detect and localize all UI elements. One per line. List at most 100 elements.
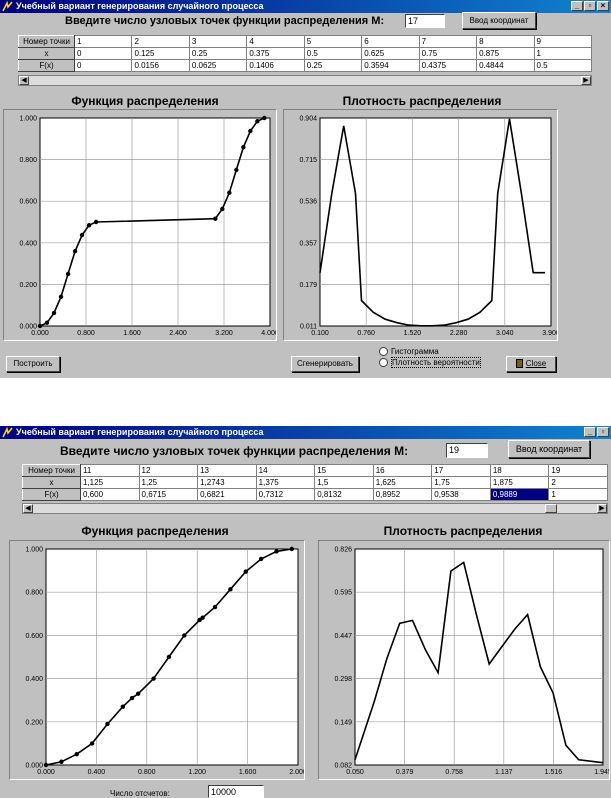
table-cell[interactable]: 0.3594 xyxy=(361,59,420,72)
table-cell[interactable]: 0 xyxy=(73,47,133,60)
y-tick-label: 0.800 xyxy=(25,590,43,597)
table-cell[interactable]: 0.0625 xyxy=(188,59,248,72)
y-tick-label: 0.357 xyxy=(299,240,317,247)
table-cell[interactable]: 1 xyxy=(548,488,608,501)
data-point xyxy=(241,145,246,150)
table-col-header: 11 xyxy=(80,464,140,477)
radio-circle xyxy=(379,358,388,368)
table-cell[interactable]: 1 xyxy=(533,47,592,60)
table-row-header: x xyxy=(22,476,81,489)
y-tick-label: 0.400 xyxy=(19,240,37,247)
samples-input[interactable]: 10000 xyxy=(208,785,264,798)
window-2-titlebar[interactable]: Учебный вариант генерирования случайного… xyxy=(0,426,611,439)
table-cell[interactable]: 0,6715 xyxy=(138,488,199,501)
radio-density[interactable]: Плотность вероятности xyxy=(379,357,481,368)
points-input[interactable]: 17 xyxy=(405,14,445,28)
table-cell[interactable]: 0,8132 xyxy=(314,488,374,501)
window-1-titlebar[interactable]: Учебный вариант генерирования случайного… xyxy=(0,0,611,13)
coords-button[interactable]: Ввод координат xyxy=(508,440,590,458)
table-cell[interactable]: 0.4375 xyxy=(418,59,478,72)
y-tick-label: 0.447 xyxy=(334,633,352,640)
table-col-header: 14 xyxy=(255,464,316,477)
generate-button[interactable]: Сгенерировать xyxy=(291,356,359,372)
table-cell[interactable]: 0 xyxy=(73,59,133,72)
table-cell[interactable]: 0.25 xyxy=(188,47,248,60)
minimize-icon[interactable]: _ xyxy=(571,1,583,11)
table-cell[interactable]: 0.75 xyxy=(418,47,478,60)
series-line xyxy=(354,561,604,764)
app-icon xyxy=(2,427,13,438)
data-point xyxy=(86,223,92,228)
data-point xyxy=(213,216,218,221)
minimize-icon[interactable]: _ xyxy=(584,427,596,437)
table-cell[interactable]: 1,125 xyxy=(80,476,140,489)
table-cell[interactable]: 0.5 xyxy=(303,47,363,60)
table-cell[interactable]: 1,25 xyxy=(138,476,199,489)
x-tick-label: 1.600 xyxy=(239,769,257,776)
table-col-header: 15 xyxy=(314,464,374,477)
table-cell[interactable]: 0.875 xyxy=(476,47,535,60)
table-cell[interactable]: 0.125 xyxy=(131,47,190,60)
window-2: Учебный вариант генерирования случайного… xyxy=(0,426,611,798)
table-cell[interactable]: 0,600 xyxy=(80,488,140,501)
table-cell[interactable]: 1,375 xyxy=(255,476,316,489)
table-cell[interactable]: 0,8952 xyxy=(372,488,433,501)
points-input[interactable]: 19 xyxy=(446,443,488,458)
x-tick-label: 0.758 xyxy=(445,769,463,776)
table-cell[interactable]: 0.1406 xyxy=(246,59,305,72)
maximize-icon[interactable]: ▫ xyxy=(584,1,596,11)
coords-button[interactable]: Ввод координат xyxy=(462,12,536,29)
x-tick-label: 0.800 xyxy=(77,330,95,337)
data-point xyxy=(262,115,267,121)
table-cell[interactable]: 1,875 xyxy=(489,476,550,489)
data-point xyxy=(105,721,110,727)
scroll-right-icon[interactable]: ▶ xyxy=(597,504,607,513)
y-tick-label: 0.595 xyxy=(334,590,352,597)
scroll-left-icon[interactable]: ◀ xyxy=(19,76,29,85)
y-tick-label: 0.011 xyxy=(300,324,317,331)
table-cell[interactable]: 0.4844 xyxy=(476,59,535,72)
y-tick-label: 0.000 xyxy=(19,324,37,331)
table-cell[interactable]: 0,7312 xyxy=(255,488,316,501)
data-point xyxy=(37,323,43,329)
table-cell[interactable]: 0.625 xyxy=(361,47,420,60)
x-tick-label: 1.200 xyxy=(188,769,206,776)
close-button[interactable]: Close xyxy=(506,356,556,372)
table-col-header: 19 xyxy=(548,464,608,477)
maximize-icon[interactable]: ▫ xyxy=(597,427,609,437)
table-cell[interactable]: 1,75 xyxy=(431,476,491,489)
table-cell[interactable]: 0.375 xyxy=(246,47,305,60)
data-point xyxy=(79,232,85,238)
table-scrollbar[interactable]: ◀ ▶ xyxy=(22,503,608,514)
table-col-header: 9 xyxy=(533,35,592,48)
close-icon[interactable]: × xyxy=(597,1,609,11)
table-corner-header: Номер точки xyxy=(18,35,75,48)
cdf-chart: 0.000 0.800 1.600 2.400 3.200 4.000 0.000 0.200… xyxy=(19,115,278,338)
x-tick-label: 1.600 xyxy=(123,330,141,337)
table-col-header: 17 xyxy=(431,464,491,477)
table-cell[interactable]: 1,2743 xyxy=(197,476,257,489)
table-cell[interactable]: 0.25 xyxy=(303,59,363,72)
scroll-left-icon[interactable]: ◀ xyxy=(23,504,33,513)
data-point xyxy=(289,546,295,552)
table-cell[interactable]: 0.5 xyxy=(533,59,592,72)
table-cell[interactable]: 0,9538 xyxy=(431,488,491,501)
x-tick-label: 1.137 xyxy=(495,769,513,776)
table-cell[interactable]: 0,9889 xyxy=(489,488,550,501)
x-tick-label: 2.400 xyxy=(169,330,187,337)
radio-histogram[interactable]: Гистограмма xyxy=(379,347,439,357)
radio-circle xyxy=(379,347,388,357)
scroll-right-icon[interactable]: ▶ xyxy=(581,76,591,85)
table-cell[interactable]: 0.0156 xyxy=(131,59,190,72)
table-col-header: 6 xyxy=(361,35,420,48)
table-cell[interactable]: 1,625 xyxy=(372,476,433,489)
table-cell[interactable]: 2 xyxy=(548,476,608,489)
table-cell[interactable]: 0,6821 xyxy=(197,488,257,501)
scroll-thumb[interactable] xyxy=(545,504,557,513)
data-point xyxy=(255,119,260,124)
table-cell[interactable]: 1,5 xyxy=(314,476,374,489)
table-scrollbar[interactable]: ◀ ▶ xyxy=(18,75,592,86)
build-button[interactable]: Построить xyxy=(6,356,60,372)
cdf-title: Функция распределения xyxy=(81,524,229,538)
points-table: Номер точки 1 2 3 4 5 6 7 8 9 x 0 0.125 0.25 0.375 0.5… xyxy=(18,35,592,72)
